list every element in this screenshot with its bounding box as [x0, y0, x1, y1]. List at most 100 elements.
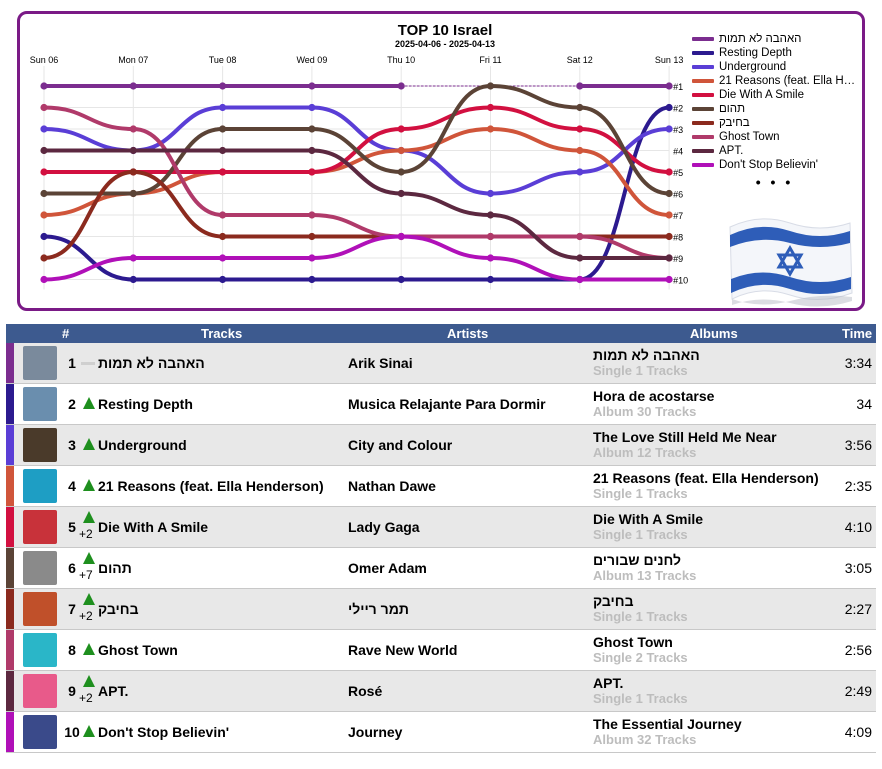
rank-number: 8 [68, 642, 76, 658]
track-duration: 34 [856, 396, 872, 412]
data-point [219, 211, 227, 219]
data-point [40, 82, 48, 90]
track-title: Die With A Smile [98, 519, 209, 535]
data-point [308, 275, 316, 284]
data-point [219, 168, 227, 176]
rank-delta: +2 [79, 609, 93, 623]
table-row[interactable]: 6 +7 תהום Omer Adam לחנים שבורים Album 13 Tra… [6, 548, 876, 589]
album-meta: Single 1 Tracks [593, 691, 688, 706]
trend-up-icon [83, 397, 95, 409]
data-point [129, 125, 137, 133]
data-point [576, 275, 584, 284]
legend-item: Ghost Town [692, 130, 862, 144]
data-point [576, 82, 584, 90]
artist-name: Nathan Dawe [348, 478, 436, 494]
trend-indicator [79, 343, 99, 383]
track-title: 21 Reasons (feat. Ella Henderson) [98, 478, 324, 494]
album-title: APT. [593, 675, 624, 691]
trend-up-icon [83, 725, 95, 737]
table-row[interactable]: 3 Underground City and Colour The Love Stil… [6, 425, 876, 466]
table-row[interactable]: 10 Don't Stop Believin' Journey The Essenti… [6, 712, 876, 753]
table-row[interactable]: 4 21 Reasons (feat. Ella Henderson) Nathan… [6, 466, 876, 507]
album-meta: Album 12 Tracks [593, 445, 697, 460]
artist-name: Rosé [348, 683, 383, 699]
data-point [576, 103, 584, 112]
legend-item: 21 Reasons (feat. Ella Henderson) [692, 74, 862, 88]
data-point [665, 103, 673, 112]
header-albums: Albums [690, 326, 738, 341]
album-cover-thumbnail [23, 592, 57, 626]
table-row[interactable]: 9 +2 APT. Rosé APT. Single 1 Tracks 2:49 [6, 671, 876, 712]
trend-indicator: +2 [79, 671, 99, 711]
album-info: לחנים שבורים Album 13 Tracks [593, 548, 696, 588]
album-meta: Single 1 Tracks [593, 527, 688, 542]
album-cover-thumbnail [23, 469, 57, 503]
series-line [488, 105, 582, 131]
series-line [577, 234, 672, 260]
table-body: 1 האהבה לא תמות Arik Sinai האהבה לא תמות Sin… [6, 343, 876, 753]
legend-item: Die With A Smile [692, 88, 862, 102]
rank-number: 10 [64, 724, 80, 740]
legend-item: בחיבק [692, 116, 862, 130]
series-line [488, 127, 582, 153]
rank-delta: +2 [79, 691, 93, 705]
data-point [40, 232, 48, 241]
data-point [219, 275, 227, 284]
legend-label: APT. [719, 145, 744, 157]
series-line [309, 234, 404, 260]
chart-subtitle: 2025-04-06 - 2025-04-13 [394, 39, 496, 49]
data-point [308, 103, 316, 112]
trend-up-icon [83, 552, 95, 564]
trend-indicator [79, 466, 99, 506]
series-line [309, 213, 404, 239]
artist-name: תמר ריילי [348, 601, 409, 617]
rank-number: 9 [68, 683, 76, 699]
data-point [219, 254, 227, 262]
rank-number: 3 [68, 437, 76, 453]
rank-number: 6 [68, 560, 76, 576]
legend-label: תהום [719, 103, 746, 115]
x-tick-label: Mon 07 [118, 55, 148, 65]
artist-name: City and Colour [348, 437, 453, 453]
data-point [40, 103, 48, 112]
data-point [665, 275, 673, 284]
trend-indicator [79, 712, 99, 752]
x-tick-label: Wed 09 [296, 55, 327, 65]
table-row[interactable]: 1 האהבה לא תמות Arik Sinai האהבה לא תמות Sin… [6, 343, 876, 384]
table-row[interactable]: 5 +2 Die With A Smile Lady Gaga Die With A S… [6, 507, 876, 548]
data-point [397, 82, 405, 90]
trend-up-icon [83, 438, 95, 450]
x-tick-label: Sun 06 [30, 55, 59, 65]
rank-number: 4 [68, 478, 76, 494]
rank-tick-label: #5 [673, 168, 683, 178]
series-line [309, 148, 404, 196]
data-point [397, 232, 405, 241]
track-duration: 4:09 [844, 724, 872, 740]
table-row[interactable]: 2 Resting Depth Musica Relajante Para Dorm… [6, 384, 876, 425]
data-point [40, 275, 48, 284]
data-point [219, 82, 227, 90]
data-point [576, 254, 584, 262]
album-meta: Album 30 Tracks [593, 404, 697, 419]
table-row[interactable]: 7 +2 בחיבק תמר ריילי בחיבק Single 1 Tracks 2:2… [6, 589, 876, 630]
data-point [129, 254, 137, 262]
data-point [308, 232, 316, 241]
legend-swatch [692, 65, 714, 69]
rank-tick-label: #3 [673, 125, 683, 135]
data-point [219, 103, 227, 112]
row-color-bar [6, 384, 14, 424]
trend-up-icon [83, 479, 95, 491]
data-point [486, 275, 495, 284]
album-cover-thumbnail [23, 387, 57, 421]
trend-indicator [79, 630, 99, 670]
series-line [131, 170, 225, 239]
data-point [397, 168, 405, 176]
table-row[interactable]: 8 Ghost Town Rave New World Ghost Town Singl… [6, 630, 876, 671]
no-change-icon [81, 362, 95, 365]
data-point [40, 189, 48, 198]
x-tick-label: Tue 08 [209, 55, 237, 65]
series-line [399, 127, 493, 153]
track-duration: 2:27 [844, 601, 872, 617]
row-color-bar [6, 630, 14, 670]
legend-item: Resting Depth [692, 46, 862, 60]
